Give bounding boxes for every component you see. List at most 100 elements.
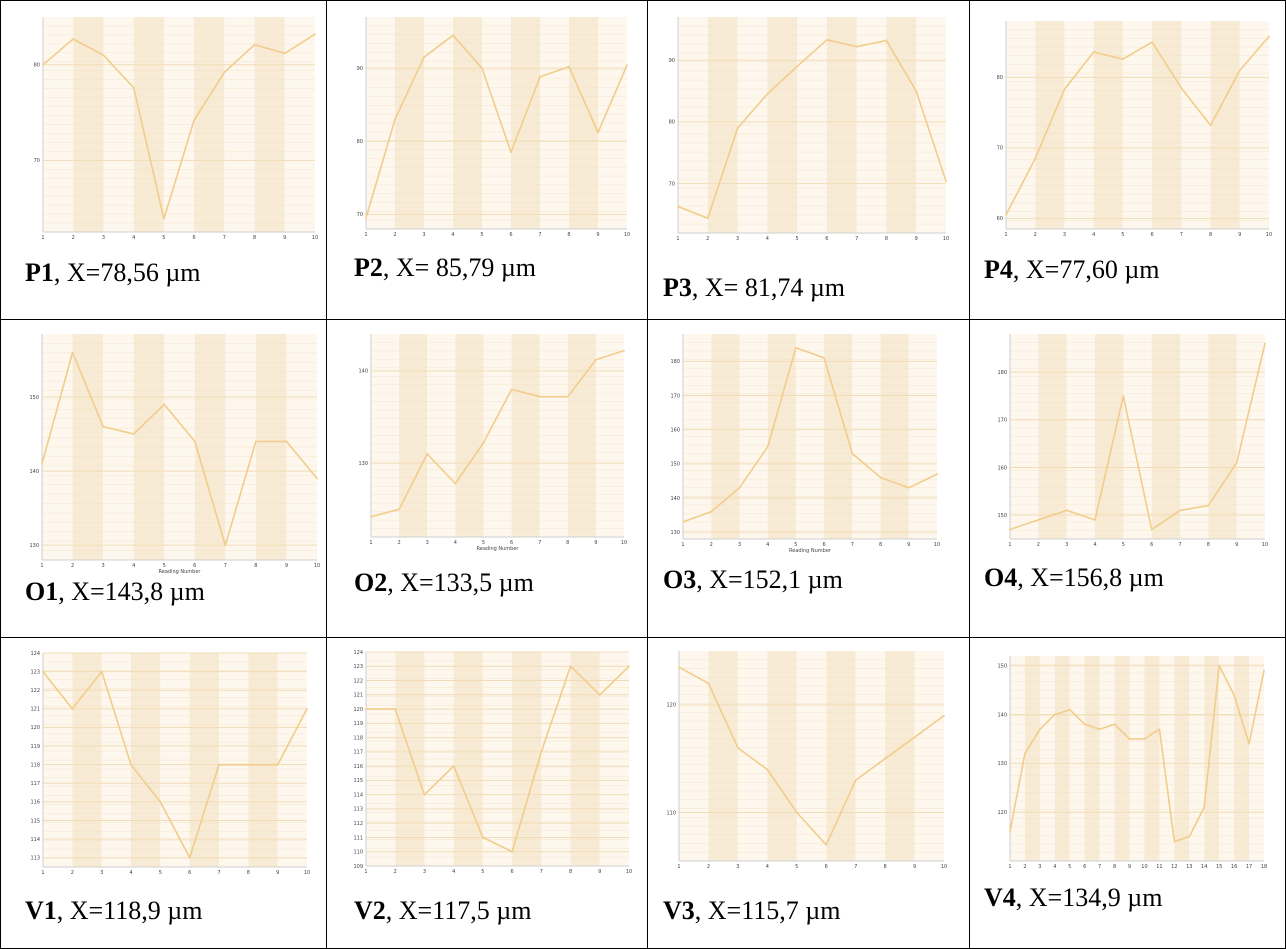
data-point (283, 52, 286, 55)
data-point (1122, 395, 1125, 397)
x-tick-label: 3 (738, 542, 741, 548)
chart-v2: 1091101111121131141151161171181191201211… (353, 650, 632, 875)
x-tick-label: 9 (276, 870, 279, 876)
y-tick-label: 109 (353, 864, 363, 870)
y-tick-label: 117 (353, 750, 363, 756)
data-point (1179, 509, 1181, 512)
data-point (1264, 342, 1266, 345)
data-point (1203, 806, 1206, 809)
data-point (907, 486, 910, 489)
x-tick-label: 7 (851, 542, 854, 548)
data-point (1151, 41, 1154, 44)
data-point (597, 131, 599, 134)
data-point (100, 670, 103, 673)
x-tick-label: 10 (934, 542, 940, 548)
data-point (454, 482, 457, 485)
data-point (1248, 742, 1250, 745)
x-tick-label: 15 (1216, 864, 1222, 870)
panel-value: , X=156,8 µm (1017, 563, 1164, 592)
x-tick-label: 3 (423, 869, 426, 875)
data-point (423, 56, 425, 59)
x-tick-label: 1 (1004, 232, 1007, 238)
x-axis-label: Reading Number (789, 548, 832, 554)
x-tick-label: 2 (398, 540, 401, 546)
y-tick-label: 123 (353, 664, 363, 670)
data-point (314, 33, 316, 36)
panel-label: P2 (354, 253, 383, 282)
table-border-horizontal (0, 0, 1286, 1)
panel-caption-o4: O4, X=156,8 µm (984, 565, 1164, 591)
x-tick-label: 10 (1266, 232, 1272, 238)
data-point (71, 707, 74, 710)
data-point (568, 65, 570, 68)
data-point (682, 521, 684, 523)
x-tick-label: 5 (482, 540, 485, 546)
data-point (851, 452, 854, 455)
x-tick-label: 10 (621, 540, 627, 546)
x-tick-label: 4 (766, 236, 769, 242)
x-tick-label: 13 (1186, 864, 1192, 870)
data-point (426, 453, 429, 455)
panel-caption-p2: P2, X= 85,79 µm (354, 255, 536, 281)
data-point (132, 86, 135, 89)
x-tick-label: 3 (100, 870, 103, 876)
x-tick-label: 3 (102, 563, 105, 569)
x-tick-label: 8 (879, 542, 882, 548)
table-border-vertical (969, 0, 970, 949)
x-axis-label: Reading Number (159, 569, 202, 575)
data-point (1188, 835, 1191, 838)
data-point (738, 486, 741, 489)
x-tick-label: 1 (676, 236, 679, 242)
x-tick-label: 6 (823, 542, 826, 548)
x-tick-label: 7 (1178, 542, 1181, 548)
chart-o1: 130 140 150 1 2 3 4 5 6 7 8 9 10 Reading Number (29, 334, 320, 575)
panel-value: , X=133,5 µm (387, 568, 534, 597)
x-tick-label: 1 (681, 542, 684, 548)
data-point (1038, 728, 1041, 731)
data-point (884, 757, 887, 760)
data-point (1009, 528, 1011, 531)
y-tick-label: 170 (997, 418, 1007, 424)
x-tick-label: 5 (1121, 232, 1124, 238)
x-tick-label: 1 (41, 870, 44, 876)
x-tick-label: 5 (163, 563, 166, 569)
x-tick-label: 9 (596, 232, 599, 238)
data-point (224, 544, 227, 547)
data-point (42, 63, 44, 66)
x-tick-label: 10 (1141, 864, 1147, 870)
panel-value: , X=134,9 µm (1015, 883, 1163, 912)
y-tick-label: 150 (997, 513, 1007, 519)
x-tick-label: 8 (884, 864, 887, 870)
data-point (796, 65, 799, 68)
data-point (943, 714, 945, 717)
x-tick-label: 6 (1151, 232, 1154, 238)
panel-value: , X= 85,79 µm (382, 253, 537, 282)
series-line (678, 666, 945, 846)
data-point (598, 693, 601, 696)
data-point (42, 670, 44, 673)
data-point (452, 34, 454, 37)
data-point (193, 119, 196, 122)
series-line (42, 33, 316, 220)
x-tick-label: 1 (369, 540, 372, 546)
series-line (1005, 35, 1270, 216)
x-tick-label: 9 (283, 235, 286, 241)
data-point (539, 76, 541, 78)
data-point (71, 351, 74, 354)
x-tick-label: 1 (40, 563, 43, 569)
table-border-vertical (326, 0, 327, 949)
y-tick-label: 115 (353, 778, 363, 784)
x-tick-label: 6 (188, 870, 191, 876)
x-tick-label: 7 (540, 869, 543, 875)
data-point (452, 765, 455, 768)
y-tick-label: 80 (669, 120, 675, 126)
x-tick-label: 2 (1037, 542, 1040, 548)
data-point (1037, 519, 1040, 521)
x-tick-label: 3 (102, 235, 105, 241)
x-tick-label: 4 (766, 542, 769, 548)
x-tick-label: 18 (1261, 864, 1267, 870)
data-point (677, 205, 679, 208)
y-tick-label: 150 (29, 395, 39, 401)
data-point (1024, 752, 1026, 755)
